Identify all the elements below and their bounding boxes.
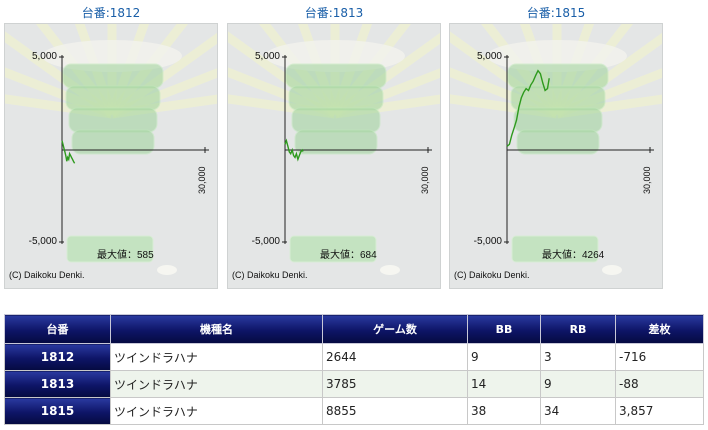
header-games: ゲーム数 <box>322 314 468 344</box>
chart-background-art <box>228 24 440 275</box>
series-line <box>61 140 76 164</box>
chart-canvas <box>450 24 662 275</box>
cell-diff: 3,857 <box>615 397 704 425</box>
summary-table: 台番 機種名 ゲーム数 BB RB 差枚 1812 ツインドラハナ 2644 9… <box>4 314 704 425</box>
header-bb: BB <box>467 314 541 344</box>
chart-axes <box>504 55 654 244</box>
header-model-name: 機種名 <box>110 314 323 344</box>
machine-title-1812[interactable]: 台番:1812 <box>81 6 141 20</box>
machine-title-1815[interactable]: 台番:1815 <box>526 6 586 20</box>
table-row: 1815 ツインドラハナ 8855 38 34 3,857 <box>4 397 704 425</box>
cell-diff: -88 <box>615 370 704 398</box>
cell-bb: 38 <box>467 397 541 425</box>
chart-axes <box>59 55 209 244</box>
series-line <box>284 138 304 162</box>
y-tick-bottom: -5,000 <box>28 236 57 247</box>
chart-background-art <box>5 24 217 275</box>
chart-panel-1815[interactable]: 5,000 -5,000 30,000 最大値：4264 (C) Daikoku Den… <box>449 23 663 289</box>
copyright-label: (C) Daikoku Denki. <box>454 270 530 280</box>
y-tick-bottom: -5,000 <box>251 236 280 247</box>
header-diff: 差枚 <box>615 314 704 344</box>
max-value-label: 最大値：585 <box>97 250 154 261</box>
table-row: 1813 ツインドラハナ 3785 14 9 -88 <box>4 370 704 398</box>
cell-games: 2644 <box>322 343 468 371</box>
cell-machine-no[interactable]: 1813 <box>4 370 111 398</box>
cell-games: 8855 <box>322 397 468 425</box>
cell-diff: -716 <box>615 343 704 371</box>
table-row: 1812 ツインドラハナ 2644 9 3 -716 <box>4 343 704 371</box>
x-tick-max: 30,000 <box>420 166 430 194</box>
chart-panel-1813[interactable]: 5,000 -5,000 30,000 最大値：684 (C) Daikoku Denk… <box>227 23 441 289</box>
copyright-label: (C) Daikoku Denki. <box>9 270 85 280</box>
cell-rb: 34 <box>540 397 616 425</box>
header-rb: RB <box>540 314 616 344</box>
cell-machine-no[interactable]: 1815 <box>4 397 111 425</box>
cell-model-name: ツインドラハナ <box>110 397 323 425</box>
chart-axes <box>282 55 432 244</box>
copyright-label: (C) Daikoku Denki. <box>232 270 308 280</box>
cell-bb: 9 <box>467 343 541 371</box>
header-machine-no: 台番 <box>4 314 111 344</box>
cell-machine-no[interactable]: 1812 <box>4 343 111 371</box>
x-tick-max: 30,000 <box>642 166 652 194</box>
chart-background-art <box>450 24 662 275</box>
table-header-row: 台番 機種名 ゲーム数 BB RB 差枚 <box>4 314 704 344</box>
series-line <box>506 69 550 147</box>
y-tick-top: 5,000 <box>254 51 280 62</box>
y-tick-bottom: -5,000 <box>473 236 502 247</box>
chart-panel-1812[interactable]: 5,000 -5,000 30,000 最大値：585 (C) Daikoku Denk… <box>4 23 218 289</box>
max-value-label: 最大値：684 <box>320 250 377 261</box>
cell-model-name: ツインドラハナ <box>110 370 323 398</box>
max-value-label: 最大値：4264 <box>542 250 605 261</box>
y-tick-top: 5,000 <box>31 51 57 62</box>
x-tick-max: 30,000 <box>197 166 207 194</box>
cell-rb: 9 <box>540 370 616 398</box>
cell-games: 3785 <box>322 370 468 398</box>
machine-title-1813[interactable]: 台番:1813 <box>304 6 364 20</box>
cell-bb: 14 <box>467 370 541 398</box>
chart-canvas <box>228 24 440 275</box>
chart-canvas <box>5 24 217 275</box>
cell-rb: 3 <box>540 343 616 371</box>
y-tick-top: 5,000 <box>476 51 502 62</box>
cell-model-name: ツインドラハナ <box>110 343 323 371</box>
